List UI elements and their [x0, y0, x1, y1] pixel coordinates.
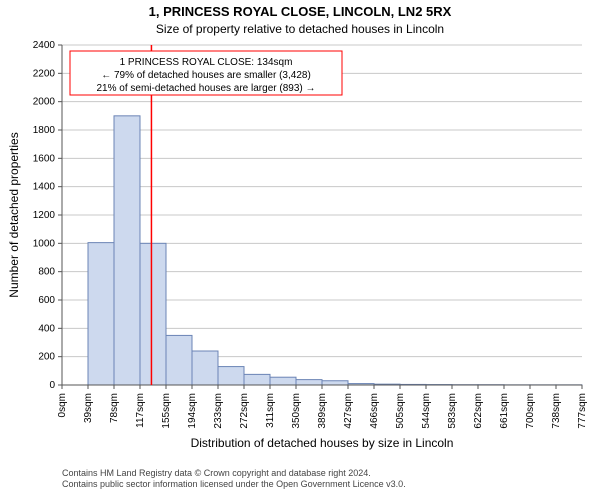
footer-line: Contains HM Land Registry data © Crown c… — [62, 468, 371, 478]
histogram-bar — [166, 335, 192, 385]
x-tick-label: 427sqm — [343, 393, 354, 429]
y-tick-label: 800 — [38, 267, 55, 278]
histogram-bar — [114, 116, 140, 385]
annotation-line: 1 PRINCESS ROYAL CLOSE: 134sqm — [120, 57, 293, 68]
histogram-bar — [322, 381, 348, 385]
annotation-line: ← 79% of detached houses are smaller (3,… — [101, 70, 311, 81]
x-tick-label: 272sqm — [239, 393, 250, 429]
histogram-bar — [88, 243, 114, 385]
x-tick-label: 700sqm — [525, 393, 536, 429]
y-tick-label: 0 — [49, 380, 55, 391]
x-tick-label: 78sqm — [109, 393, 120, 423]
y-axis-label: Number of detached properties — [7, 132, 21, 297]
x-tick-label: 661sqm — [499, 393, 510, 429]
histogram-bar — [270, 377, 296, 385]
x-tick-label: 389sqm — [317, 393, 328, 429]
x-tick-label: 738sqm — [551, 393, 562, 429]
histogram-chart: 1, PRINCESS ROYAL CLOSE, LINCOLN, LN2 5R… — [0, 0, 600, 500]
y-tick-label: 1400 — [33, 182, 56, 193]
x-tick-label: 350sqm — [291, 393, 302, 429]
histogram-bar — [192, 351, 218, 385]
x-tick-label: 505sqm — [395, 393, 406, 429]
footer-line: Contains public sector information licen… — [62, 479, 406, 489]
x-tick-label: 194sqm — [187, 393, 198, 429]
chart-title: 1, PRINCESS ROYAL CLOSE, LINCOLN, LN2 5R… — [149, 4, 452, 19]
y-tick-label: 2000 — [33, 97, 56, 108]
x-tick-label: 233sqm — [213, 393, 224, 429]
y-tick-label: 1600 — [33, 153, 56, 164]
histogram-bar — [218, 367, 244, 385]
x-tick-label: 117sqm — [135, 393, 146, 428]
chart-subtitle: Size of property relative to detached ho… — [156, 22, 444, 36]
y-tick-label: 2400 — [33, 40, 56, 51]
histogram-bar — [244, 374, 270, 385]
x-tick-label: 583sqm — [447, 393, 458, 429]
x-tick-label: 544sqm — [421, 393, 432, 429]
chart-svg: 1, PRINCESS ROYAL CLOSE, LINCOLN, LN2 5R… — [0, 0, 600, 500]
x-tick-label: 155sqm — [161, 393, 172, 429]
x-tick-label: 777sqm — [577, 393, 588, 429]
y-tick-label: 1000 — [33, 238, 56, 249]
y-tick-label: 1800 — [33, 125, 56, 136]
x-axis-label: Distribution of detached houses by size … — [191, 436, 454, 450]
y-tick-label: 600 — [38, 295, 55, 306]
annotation-line: 21% of semi-detached houses are larger (… — [96, 83, 315, 94]
x-tick-label: 466sqm — [369, 393, 380, 429]
x-tick-label: 311sqm — [265, 393, 276, 428]
x-tick-label: 622sqm — [473, 393, 484, 429]
y-tick-label: 2200 — [33, 68, 56, 79]
x-tick-label: 0sqm — [57, 393, 68, 417]
x-tick-label: 39sqm — [83, 393, 94, 423]
y-tick-label: 200 — [38, 352, 55, 363]
histogram-bar — [140, 243, 166, 385]
y-tick-label: 1200 — [33, 210, 56, 221]
histogram-bar — [296, 380, 322, 385]
y-tick-label: 400 — [38, 323, 55, 334]
